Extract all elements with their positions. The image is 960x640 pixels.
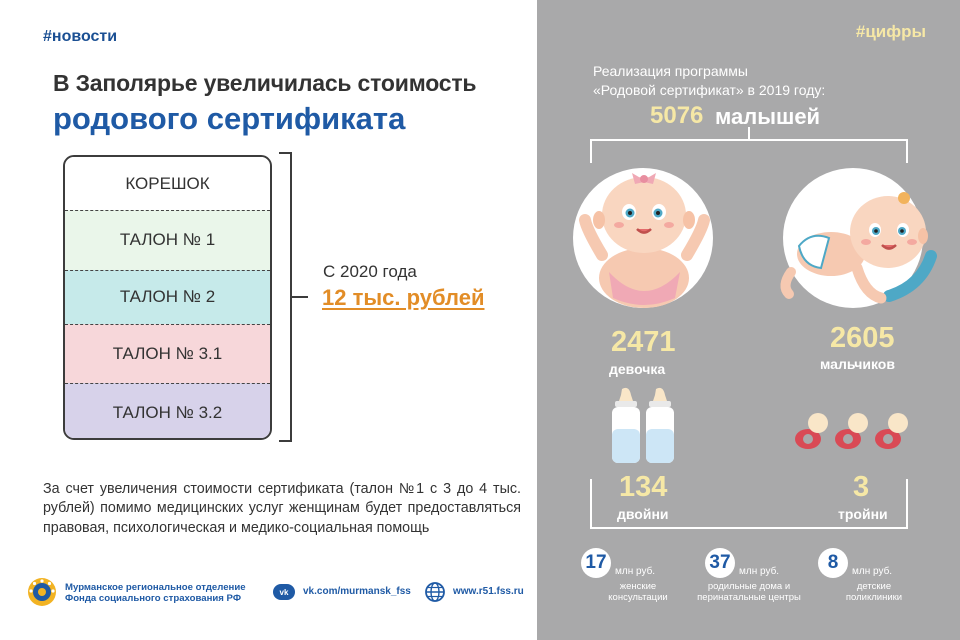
bracket-pointer	[292, 296, 308, 298]
baby-bottles-icon	[612, 387, 674, 463]
baby-girl-icon	[579, 173, 710, 308]
cert-divider	[65, 324, 270, 325]
baby-boy-icon	[780, 192, 937, 304]
stat-unit: млн руб.	[852, 566, 893, 577]
stat-value-maternity-hospitals: 37	[705, 548, 735, 578]
total-bracket-top	[590, 139, 908, 163]
headline-line2: родового сертификата	[53, 101, 406, 136]
cert-row-talon-2: ТАЛОН № 2	[65, 270, 270, 324]
stat-desc-line1: родильные дома и	[707, 581, 791, 592]
triplets-label: тройни	[838, 506, 888, 522]
since-label: С 2020 года	[323, 262, 417, 281]
vk-link[interactable]: vk.com/murmansk_fss	[303, 586, 411, 597]
twins-count: 134	[619, 471, 668, 503]
total-bracket-bottom	[590, 479, 908, 529]
stat-desc-womens-clinics: женские консультации	[593, 581, 683, 603]
stat-desc-line2: перинатальные центры	[697, 592, 801, 603]
cert-row-stub: КОРЕШОК	[65, 157, 270, 210]
stat-value-childrens-clinics: 8	[818, 548, 848, 578]
stat-desc-line1: женские	[619, 581, 657, 592]
numbers-hashtag: #цифры	[855, 22, 926, 41]
footer: Мурманское региональное отделение Фонда …	[27, 577, 537, 609]
pacifiers-icon	[795, 413, 908, 449]
numbers-panel	[537, 0, 960, 640]
cert-divider	[65, 210, 270, 211]
boys-label: мальчиков	[820, 356, 895, 372]
girls-label: девочка	[609, 361, 666, 377]
cert-divider	[65, 383, 270, 384]
cert-row-talon-1: ТАЛОН № 1	[65, 210, 270, 270]
cert-divider	[65, 270, 270, 271]
org-name-line1: Мурманское региональное отделение	[65, 582, 246, 593]
globe-icon[interactable]	[425, 582, 445, 602]
total-bracket-stem	[748, 127, 750, 139]
stat-unit: млн руб.	[615, 566, 656, 577]
boys-count: 2605	[830, 322, 895, 354]
total-babies-unit: малышей	[715, 104, 821, 129]
program-subtitle-line1: Реализация программы	[593, 63, 748, 79]
cert-row-talon-3-1: ТАЛОН № 3.1	[65, 324, 270, 383]
stat-value-womens-clinics: 17	[581, 548, 611, 578]
website-link[interactable]: www.r51.fss.ru	[453, 586, 524, 597]
news-hashtag: #новости	[43, 28, 118, 45]
certificate-price: 12 тыс. рублей	[322, 285, 485, 310]
total-babies-number: 5076	[650, 102, 704, 129]
fss-logo-icon	[28, 578, 56, 606]
certificate-bracket	[279, 152, 292, 442]
org-name-line2: Фонда социального страхования РФ	[65, 593, 242, 604]
cert-row-talon-3-2: ТАЛОН № 3.2	[65, 383, 270, 438]
stat-desc-maternity-hospitals: родильные дома и перинатальные центры	[684, 581, 814, 603]
headline-line1: В Заполярье увеличилась стоимость	[53, 70, 477, 96]
stat-desc-childrens-clinics: детские поликлиники	[834, 581, 914, 603]
stat-unit: млн руб.	[739, 566, 780, 577]
program-subtitle-line2: «Родовой сертификат» в 2019 году:	[593, 82, 826, 98]
certificate-diagram: КОРЕШОК ТАЛОН № 1 ТАЛОН № 2 ТАЛОН № 3.1 …	[63, 155, 272, 440]
stat-desc-line2: консультации	[608, 592, 668, 603]
vk-icon[interactable]: vk	[273, 584, 295, 600]
stat-desc-line1: детские	[856, 581, 892, 592]
org-name: Мурманское региональное отделение Фонда …	[65, 582, 246, 604]
stat-desc-line2: поликлиники	[845, 592, 903, 603]
news-panel: #новости В Заполярье увеличилась стоимос…	[27, 28, 537, 609]
girls-count: 2471	[611, 326, 676, 358]
description-paragraph: За счет увеличения стоимости сертификата…	[43, 481, 521, 536]
triplets-count: 3	[853, 471, 870, 503]
twins-label: двойни	[617, 506, 669, 522]
